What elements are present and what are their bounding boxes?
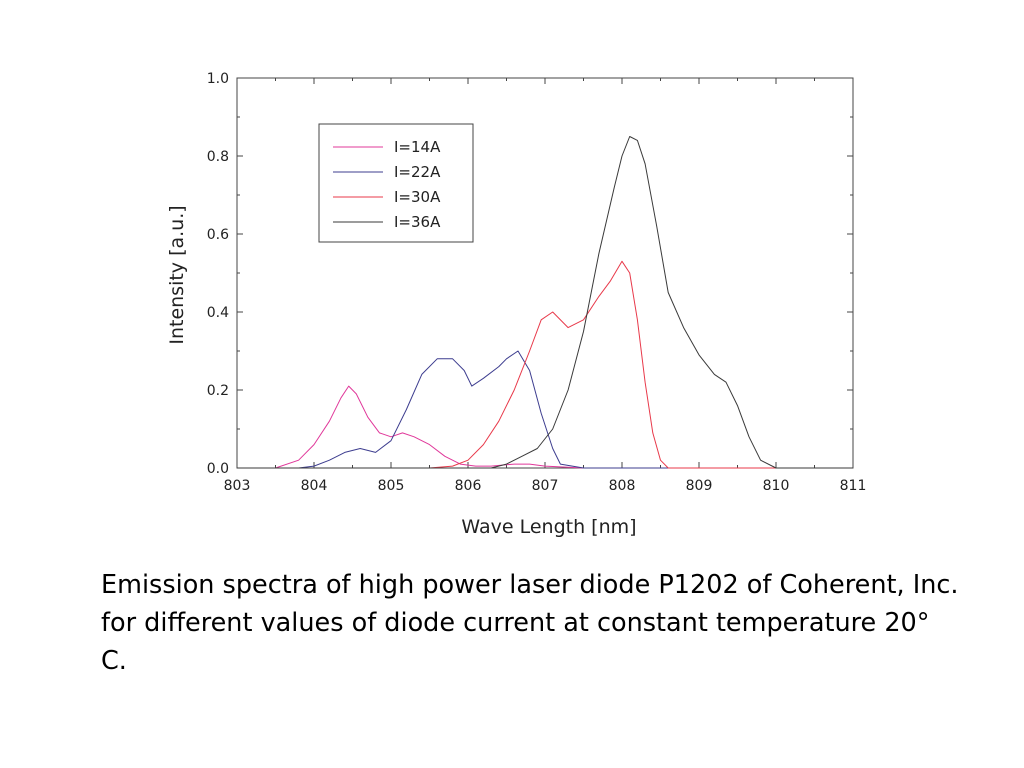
series-line-1 bbox=[237, 385, 853, 469]
legend-label: I=14A bbox=[394, 138, 441, 156]
y-tick-label: 0.4 bbox=[207, 305, 229, 321]
y-tick-labels: 0.0 0.2 0.4 0.6 0.8 1.0 bbox=[207, 71, 229, 477]
x-tick-label: 803 bbox=[224, 478, 251, 494]
x-tick-label: 810 bbox=[763, 478, 790, 494]
series-line-3 bbox=[237, 260, 853, 469]
legend: I=14A I=22A I=30A I=36A bbox=[318, 123, 474, 243]
x-tick-label: 806 bbox=[455, 478, 482, 494]
x-tick-label: 811 bbox=[840, 478, 867, 494]
spectrum-chart: 803 804 805 806 807 808 809 810 811 0.0 0.2 0.4 0.6… bbox=[166, 71, 867, 538]
series-line-2 bbox=[237, 350, 853, 469]
x-tick-labels: 803 804 805 806 807 808 809 810 811 bbox=[224, 478, 867, 494]
x-axis-title: Wave Length [nm] bbox=[461, 516, 636, 538]
x-tick-label: 805 bbox=[378, 478, 405, 494]
y-tick-label: 0.8 bbox=[207, 149, 229, 165]
x-tick-label: 808 bbox=[609, 478, 636, 494]
y-axis-title: Intensity [a.u.] bbox=[166, 205, 188, 344]
legend-label: I=30A bbox=[394, 188, 441, 206]
legend-label: I=22A bbox=[394, 163, 441, 181]
x-tick-label: 804 bbox=[301, 478, 328, 494]
legend-label: I=36A bbox=[394, 213, 441, 231]
series-layer bbox=[237, 136, 853, 469]
figure-caption: Emission spectra of high power laser dio… bbox=[101, 570, 959, 676]
y-tick-label: 1.0 bbox=[207, 71, 229, 87]
series-line-4 bbox=[237, 136, 853, 469]
y-tick-label: 0.2 bbox=[207, 383, 229, 399]
x-tick-label: 809 bbox=[686, 478, 713, 494]
y-tick-label: 0.6 bbox=[207, 227, 229, 243]
x-tick-label: 807 bbox=[532, 478, 559, 494]
y-tick-label: 0.0 bbox=[207, 461, 229, 477]
